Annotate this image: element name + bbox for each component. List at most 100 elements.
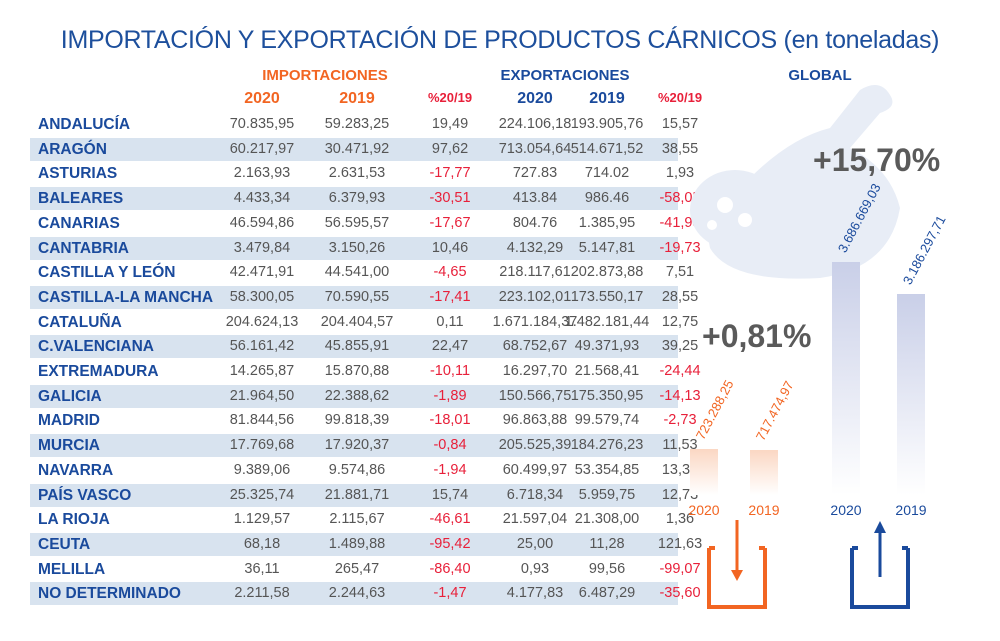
table-cell: 3.479,84 [233, 239, 291, 256]
table-row: ASTURIAS 2.163,93 2.631,53 -17,77 727.83 714.… [30, 162, 694, 185]
year-label: 2019 [748, 502, 780, 518]
table-row: LA RIOJA 1.129,57 2.115,67 -46,61 21.597,04 2… [30, 508, 694, 531]
table-cell: 96.863,88 [502, 412, 568, 429]
table-cell: 150.566,75 [498, 387, 572, 404]
table-cell: 6.379,93 [328, 190, 386, 207]
region-name: CASTILLA Y LEÓN [38, 264, 176, 282]
table-cell: 22,47 [431, 338, 469, 355]
table-cell: 184.276,23 [570, 437, 644, 454]
table-cell: 0,11 [436, 313, 464, 330]
region-name: EXTREMADURA [38, 363, 159, 380]
table-row: CASTILLA-LA MANCHA 58.300,05 70.590,55 -17,… [30, 285, 698, 309]
table-cell: -17,77 [429, 165, 471, 182]
table-cell: 68.752,67 [502, 338, 568, 355]
region-name: ASTURIAS [38, 165, 118, 183]
table-cell: -4,65 [433, 264, 467, 281]
export-bar-2019 [897, 293, 925, 495]
table-cell: 1,93 [665, 165, 695, 182]
region-name: CATALUÑA [38, 313, 122, 331]
region-name: CEUTA [38, 535, 91, 553]
table-cell: 99.818,39 [324, 412, 390, 429]
table-row: ARAGÓN 60.217,97 30.471,92 97,62 713.054,64 5… [30, 137, 698, 161]
table-cell: -30,51 [429, 190, 471, 207]
region-name: PAÍS VASCO [38, 486, 132, 504]
table-cell: 70.835,95 [229, 116, 295, 132]
table-cell: 10,46 [431, 239, 469, 256]
table-cell: 45.855,91 [324, 338, 390, 355]
table-row: GALICIA 21.964,50 22.388,62 -1,89 150.566,75… [30, 384, 701, 408]
table-cell: -14,13 [659, 387, 701, 404]
exports-change: +15,70% [813, 142, 941, 178]
region-name: ANDALUCÍA [38, 116, 131, 133]
column-header: 2019 [589, 90, 625, 107]
table-row: ANDALUCÍA 70.835,95 59.283,25 19,49 224.106,… [30, 113, 698, 136]
table-cell: 804.76 [512, 214, 558, 231]
table-cell: 9.389,06 [233, 461, 291, 478]
table-cell: 714.02 [584, 165, 630, 182]
table-row: NAVARRA 9.389,06 9.574,86 -1,94 60.499,97 53.… [30, 459, 698, 482]
table-cell: 53.354,85 [574, 461, 640, 478]
table-cell: -58,05 [659, 190, 701, 207]
table-cell: 17.769,68 [229, 437, 295, 454]
region-name: BALEARES [38, 190, 124, 208]
export-arrow-box-icon [850, 521, 910, 609]
table-cell: 28,55 [661, 288, 699, 305]
table-cell: 60.217,97 [229, 140, 295, 157]
region-name: ARAGÓN [38, 140, 107, 158]
table-cell: 2.163,93 [233, 165, 291, 182]
table-row: MELILLA 36,11 265,47 -86,40 0,93 99,56 -99,07 [30, 558, 701, 581]
table-row: CASTILLA Y LEÓN 42.471,91 44.541,00 -4,65 21… [30, 261, 694, 284]
year-label: 2020 [688, 502, 720, 518]
table-cell: 265,47 [334, 560, 380, 577]
table-cell: 19,49 [431, 116, 469, 132]
table-cell: 204.404,57 [320, 313, 394, 330]
region-name: CASTILLA-LA MANCHA [38, 288, 214, 306]
import-bar-2020 [690, 449, 718, 495]
table-cell: -17,67 [429, 214, 471, 231]
table-cell: -19,73 [659, 239, 701, 256]
table-row: C.VALENCIANA 56.161,42 45.855,91 22,47 68.75… [30, 335, 698, 359]
table-row: NO DETERMINADO 2.211,58 2.244,63 -1,47 4.177… [30, 582, 701, 606]
table-cell: 15,74 [431, 486, 469, 503]
table-cell: 11,53 [662, 437, 698, 454]
table-cell: 2.115,67 [329, 511, 385, 528]
import-bar-2019 [750, 449, 778, 495]
table-cell: 68,18 [243, 535, 281, 552]
table-row: MURCIA 17.769,68 17.920,37 -0,84 205.525,39 1… [30, 434, 698, 458]
table-cell: -41,93 [659, 214, 701, 231]
table-cell: 413.84 [512, 190, 558, 207]
table-cell: 12,75 [661, 313, 699, 330]
region-name: NO DETERMINADO [38, 585, 181, 603]
table-cell: -17,41 [429, 288, 471, 305]
table-cell: 173.550,17 [570, 288, 644, 305]
table-cell: -99,07 [659, 560, 701, 577]
table-cell: -18,01 [429, 412, 471, 429]
table-cell: -86,40 [429, 560, 471, 577]
table-cell: 1,36 [665, 511, 695, 528]
table-cell: 4.132,29 [506, 239, 564, 256]
table-cell: -1,89 [433, 387, 467, 404]
table-row: CATALUÑA 204.624,13 204.404,57 0,11 1.671.18… [30, 311, 698, 334]
meat-illustration-icon [690, 85, 900, 279]
page-title: IMPORTACIÓN Y EXPORTACIÓN DE PRODUCTOS C… [60, 26, 940, 54]
table-cell: 2.244,63 [328, 585, 386, 602]
bar-value-label: 717.474,97 [752, 378, 797, 443]
table-cell: 30.471,92 [324, 140, 390, 157]
table-cell: 204.624,13 [225, 313, 299, 330]
imports-header: IMPORTACIONES [262, 67, 388, 84]
table-cell: 39,25 [661, 338, 699, 355]
table-cell: 56.595,57 [324, 214, 390, 231]
table-row: CANARIAS 46.594,86 56.595,57 -17,67 804.76 1.… [30, 212, 701, 235]
region-name: MELILLA [38, 560, 106, 578]
table-cell: 713.054,64 [498, 140, 572, 157]
table-cell: 2.211,58 [234, 585, 290, 602]
table-cell: -1,47 [433, 585, 467, 602]
table-cell: 42.471,91 [229, 264, 295, 281]
table-cell: -0,84 [433, 437, 467, 454]
table-row: PAÍS VASCO 25.325,74 21.881,71 15,74 6.718,3… [30, 483, 698, 507]
table-cell: 13,39 [661, 461, 699, 478]
column-header: 2020 [517, 90, 553, 107]
region-name: CANTABRIA [38, 239, 129, 257]
table-cell: 16.297,70 [502, 363, 568, 379]
table-cell: 12,73 [661, 486, 699, 503]
